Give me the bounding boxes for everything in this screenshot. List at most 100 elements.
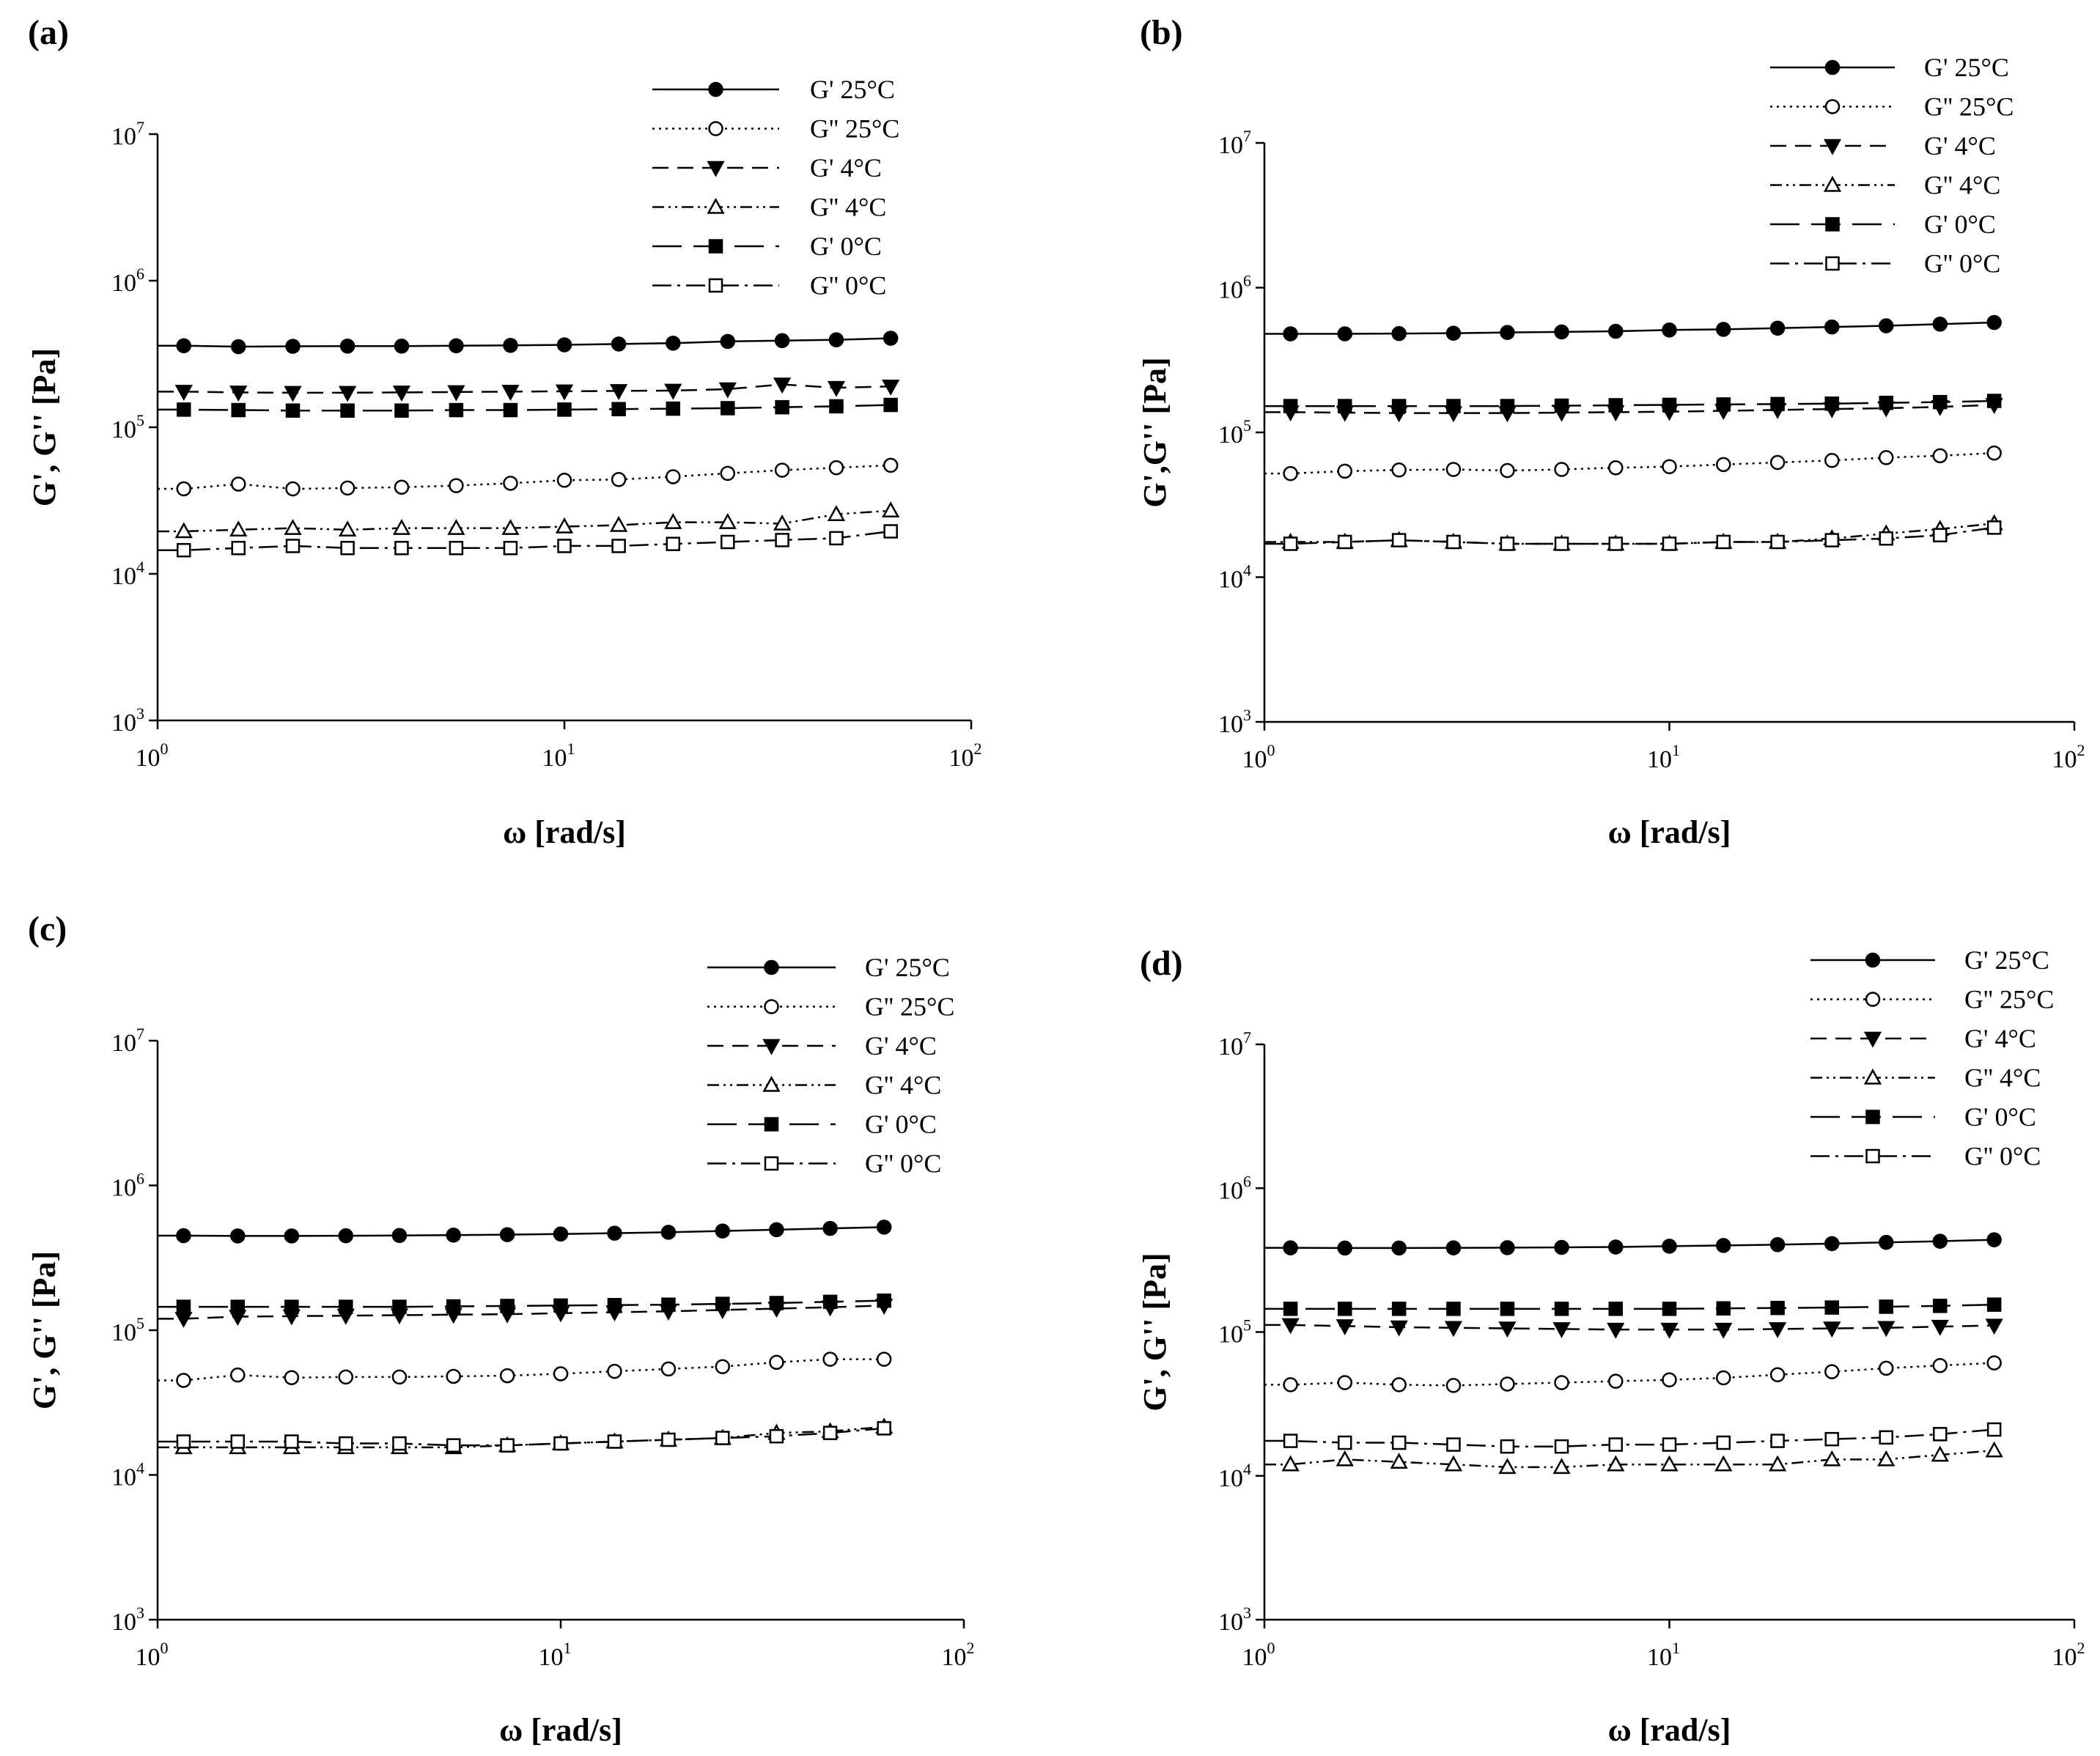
data-point [1608, 323, 1624, 339]
chart-panel-c: (c) 103 104 105 106 107 100 101 102 ω [rad/s] G', … [26, 910, 975, 1748]
data-point [392, 385, 411, 402]
data-point [1769, 1367, 1786, 1382]
data-point [1390, 1320, 1408, 1337]
y-tick-label: 105 [1218, 416, 1251, 449]
data-point [609, 515, 628, 532]
data-point [176, 338, 192, 353]
data-point [1283, 1302, 1298, 1316]
y-tick-label: 106 [111, 265, 144, 297]
data-point [666, 335, 681, 351]
data-point [392, 1299, 407, 1314]
series-6 [1264, 1422, 2002, 1454]
data-point [1608, 1239, 1624, 1255]
legend-marker [708, 121, 723, 136]
data-point [769, 1296, 784, 1310]
data-point [230, 1299, 246, 1314]
data-point [607, 1225, 622, 1241]
legend-label: G'' 25°C [810, 114, 899, 144]
data-point [1446, 399, 1461, 413]
data-point [1281, 1318, 1300, 1335]
data-point [1986, 445, 2002, 461]
data-point [503, 402, 518, 418]
data-point [1877, 1321, 1895, 1338]
data-point [1879, 1430, 1893, 1445]
y-tick-label: 106 [111, 1170, 144, 1202]
data-point [666, 401, 681, 416]
data-point [1770, 396, 1785, 412]
data-point [285, 403, 301, 418]
data-point [1607, 1455, 1625, 1472]
data-point [1337, 463, 1353, 479]
data-point [611, 539, 626, 553]
x-tick-label: 100 [1242, 1639, 1275, 1671]
legend-label: G'' 0°C [810, 271, 886, 300]
data-point [1986, 1355, 2002, 1371]
data-point [1933, 528, 1948, 542]
data-point [500, 1438, 515, 1453]
data-point [1770, 1434, 1785, 1448]
data-point [718, 382, 737, 399]
data-point [721, 534, 735, 550]
data-point [285, 339, 301, 354]
panel-label: (d) [1140, 944, 1183, 983]
data-point [1768, 1455, 1787, 1472]
data-point [876, 1220, 892, 1235]
data-point [1391, 462, 1407, 478]
series-3 [1264, 1318, 2003, 1339]
data-point [449, 402, 464, 418]
data-point [666, 536, 681, 551]
data-point [1500, 1439, 1515, 1454]
legend-label: G' 4°C [810, 153, 882, 182]
legend-marker [708, 239, 723, 254]
y-tick-label: 104 [111, 1459, 144, 1491]
legend-label: G'' 4°C [810, 193, 886, 222]
data-point [1391, 399, 1407, 413]
data-point [555, 384, 574, 401]
data-point [177, 542, 191, 558]
data-point [1446, 1437, 1461, 1452]
panel-label: (a) [28, 13, 69, 52]
data-point [1824, 396, 1840, 411]
data-point [446, 1438, 461, 1453]
data-point [1554, 536, 1569, 551]
data-point [1824, 319, 1840, 335]
data-point [1933, 1299, 1948, 1313]
series-2 [1264, 1355, 2002, 1393]
data-point [1770, 1300, 1785, 1316]
data-point [231, 541, 246, 556]
data-point [1552, 1322, 1571, 1338]
data-point [1608, 536, 1624, 551]
data-point [338, 1369, 354, 1385]
data-point [1824, 533, 1840, 547]
data-point [229, 520, 248, 537]
data-point [775, 399, 789, 415]
series-6 [158, 524, 898, 558]
series-5 [1264, 394, 2002, 413]
panel-label: (b) [1140, 13, 1183, 52]
legend-marker [1863, 1068, 1882, 1085]
legend-label: G'' 0°C [1924, 249, 2000, 278]
data-point [1338, 399, 1352, 413]
data-point [1879, 1360, 1894, 1376]
data-point [1444, 1321, 1463, 1338]
data-point [1931, 1319, 1949, 1336]
data-point [503, 476, 518, 491]
legend-marker [708, 81, 723, 97]
data-point [176, 481, 192, 497]
series-line [1264, 1449, 1994, 1469]
data-point [1608, 1373, 1624, 1389]
y-tick-label: 105 [111, 411, 144, 443]
chart-panel-a: (a) 103 104 105 106 107 100 101 102 ω [rad/s] G', … [26, 13, 982, 850]
series-line [1264, 522, 1994, 545]
legend: G' 25°C G'' 25°C G' 4°C G'' 4°C G' 0°C G'' 0°… [652, 75, 899, 300]
legend: G' 25°C G'' 25°C G' 4°C G'' 4°C G' 0°C G'' 0°… [1770, 53, 2014, 278]
legend-label: G' 25°C [1924, 53, 2009, 82]
series-line [158, 1425, 885, 1449]
data-point [607, 1298, 622, 1313]
data-point [1391, 1240, 1407, 1256]
data-point [1824, 453, 1840, 468]
y-tick-label: 103 [111, 1604, 144, 1636]
data-point [876, 1351, 892, 1367]
data-point [340, 403, 355, 418]
data-point [392, 519, 411, 535]
